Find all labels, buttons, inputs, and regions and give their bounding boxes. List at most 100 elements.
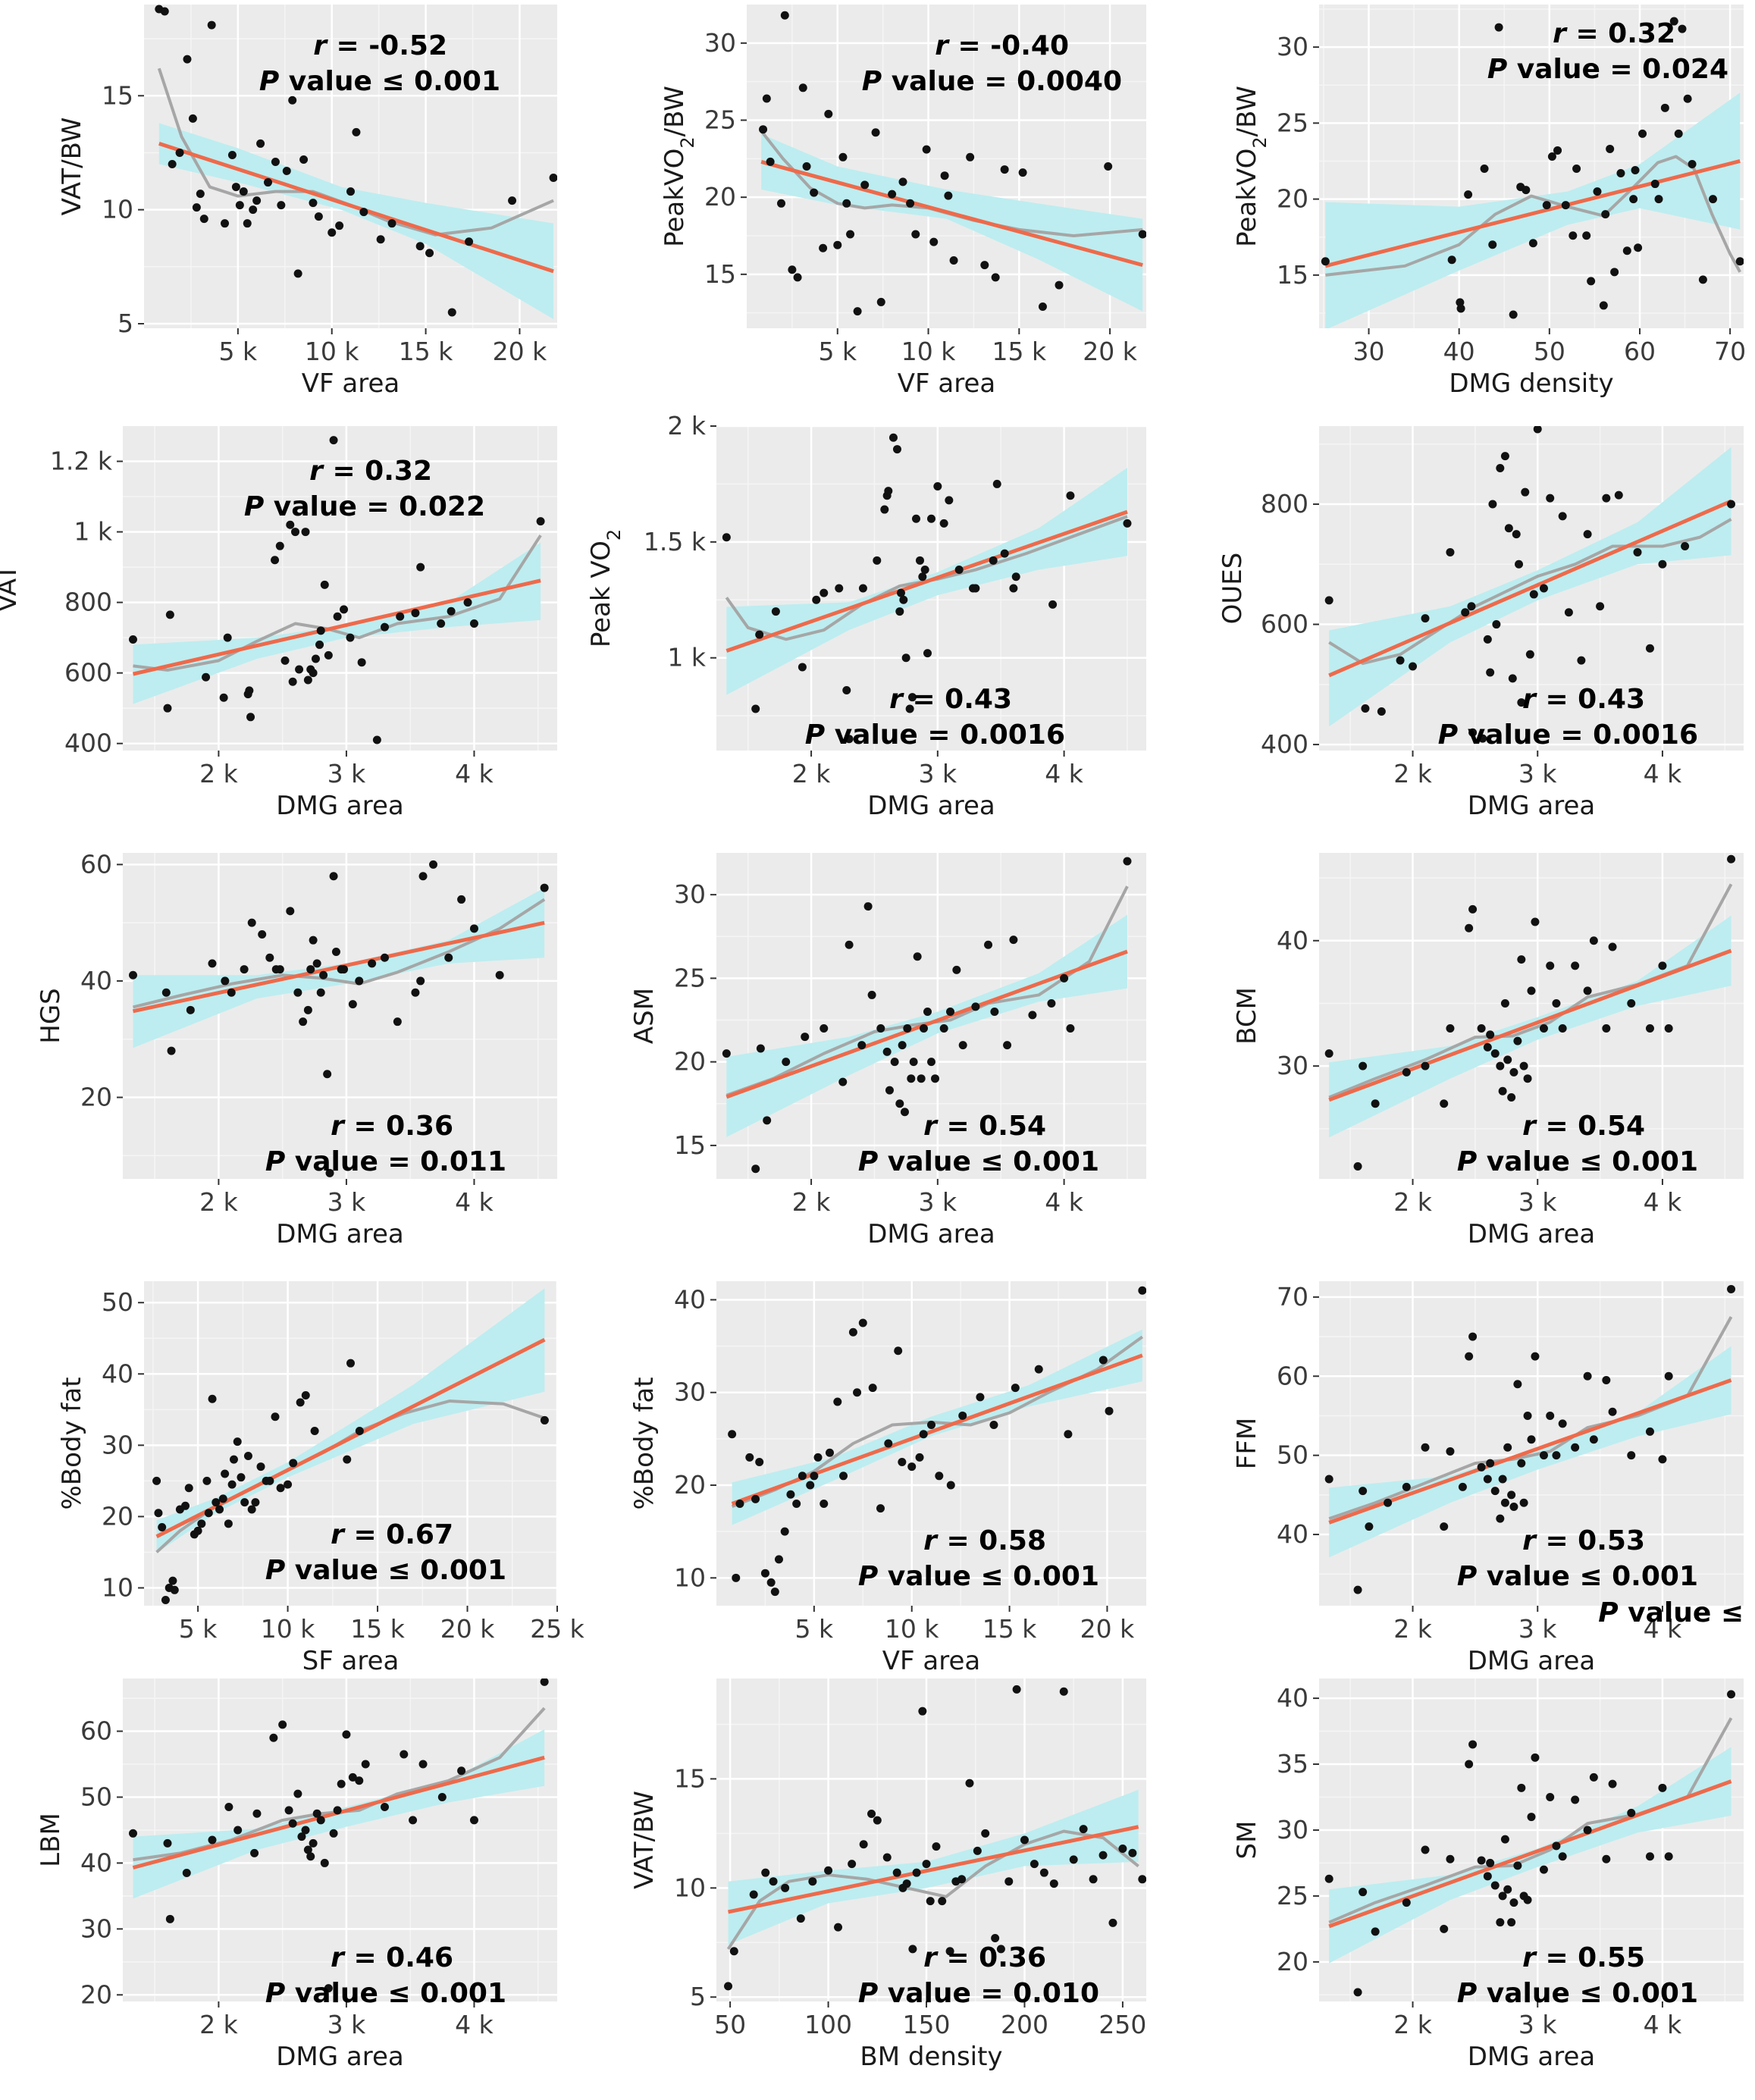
data-point <box>314 212 323 221</box>
data-point <box>846 230 855 239</box>
data-point <box>355 976 364 986</box>
data-point <box>1486 1459 1495 1468</box>
data-point <box>1504 524 1513 533</box>
data-point <box>932 1842 941 1851</box>
data-point <box>400 1750 409 1759</box>
data-point <box>280 656 290 665</box>
data-point <box>1533 426 1542 434</box>
data-point <box>1421 1443 1430 1452</box>
data-point <box>296 1398 305 1407</box>
x-tick-label: 150 <box>903 2010 951 2039</box>
data-point <box>320 580 329 589</box>
y-axis-label: VAT <box>0 565 23 613</box>
data-point <box>1486 668 1495 677</box>
data-point <box>170 1585 179 1594</box>
data-point <box>247 918 256 927</box>
y-axis-label: Peak VO2 <box>586 529 625 647</box>
data-point <box>990 1007 999 1016</box>
data-point <box>1678 24 1687 33</box>
x-tick-label: 2 k <box>1393 2010 1432 2039</box>
data-point <box>894 1346 903 1356</box>
data-point <box>457 895 466 904</box>
p-value: P value ≤ 0.001 <box>1457 1561 1698 1592</box>
x-tick-label: 5 k <box>795 1614 834 1644</box>
x-tick-label: 2 k <box>1393 1187 1432 1217</box>
data-point <box>1727 854 1736 864</box>
x-tick-label: 60 <box>1624 337 1656 366</box>
data-point <box>1421 1061 1430 1070</box>
data-point <box>1531 917 1540 926</box>
data-point <box>788 265 797 274</box>
plot-area <box>722 857 1132 1174</box>
y-tick-label: 25 <box>674 963 706 992</box>
data-point <box>957 1875 967 1884</box>
data-point <box>927 514 935 523</box>
data-point <box>906 199 915 208</box>
data-point <box>989 556 998 565</box>
data-point <box>923 1007 932 1016</box>
data-point <box>158 1523 167 1532</box>
scatter-panel-1: 5 k 10 k 15 k 20 k 5 10 15 VF area VAT/BW r = -0.… <box>57 5 557 399</box>
data-point <box>227 988 236 997</box>
y-tick-label: 40 <box>1277 926 1308 955</box>
x-tick-label: 2 k <box>199 759 238 788</box>
data-point <box>1079 1825 1088 1834</box>
data-point <box>892 1868 901 1877</box>
data-point <box>1018 168 1027 177</box>
data-point <box>859 1840 868 1849</box>
data-point <box>1658 559 1667 569</box>
data-point <box>892 445 901 454</box>
y-tick-label: 30 <box>102 1430 133 1459</box>
y-tick-label: 800 <box>64 588 112 617</box>
x-tick-label: 15 k <box>992 337 1047 366</box>
data-point <box>880 505 889 514</box>
y-tick-label: 20 <box>674 1047 706 1077</box>
data-point <box>802 162 811 171</box>
data-point <box>329 872 338 881</box>
correlation-coefficient: r = 0.53 <box>1522 1525 1645 1556</box>
data-point <box>780 11 789 20</box>
data-point <box>729 1947 738 1956</box>
data-point <box>168 1576 177 1585</box>
plot-area <box>724 1685 1146 1991</box>
data-point <box>1658 1455 1667 1464</box>
data-point <box>1539 1024 1548 1033</box>
data-point <box>898 177 907 186</box>
data-point <box>801 1033 810 1042</box>
data-point <box>1650 180 1659 189</box>
data-point <box>245 686 254 695</box>
data-point <box>944 191 953 200</box>
data-point <box>508 196 517 205</box>
data-point <box>1681 542 1690 551</box>
data-point <box>909 1058 918 1067</box>
plot-background <box>716 1281 1146 1606</box>
data-point <box>931 1074 940 1083</box>
data-point <box>1048 600 1058 609</box>
data-point <box>293 1789 302 1798</box>
data-point <box>958 1041 967 1050</box>
x-tick-label: 40 <box>1443 337 1475 366</box>
data-point <box>1098 1851 1108 1860</box>
x-tick-label: 15 k <box>399 337 453 366</box>
data-point <box>1547 152 1556 161</box>
data-point <box>1531 1352 1540 1361</box>
data-point <box>1483 635 1492 644</box>
data-point <box>161 988 171 997</box>
data-point <box>766 1578 776 1587</box>
y-axis-label: BCM <box>1232 987 1262 1045</box>
data-point <box>895 1099 904 1108</box>
data-point <box>346 187 355 196</box>
data-point <box>429 860 438 869</box>
data-point <box>1402 1067 1411 1077</box>
data-point <box>361 1760 370 1769</box>
y-tick-label: 40 <box>80 966 112 995</box>
data-point <box>278 1720 287 1729</box>
data-point <box>276 1484 285 1493</box>
data-point <box>1365 1522 1374 1531</box>
x-axis-label: DMG area <box>867 791 995 821</box>
y-tick-label: 50 <box>80 1782 112 1811</box>
data-point <box>781 1883 790 1892</box>
data-point <box>901 654 910 663</box>
data-point <box>777 199 786 208</box>
data-point <box>929 237 939 246</box>
